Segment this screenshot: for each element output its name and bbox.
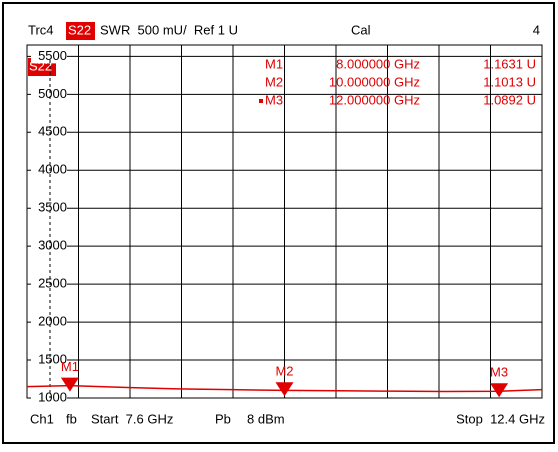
marker-row-name: M2 bbox=[265, 74, 283, 89]
marker-row-name: M3 bbox=[265, 92, 283, 107]
marker-name: M2 bbox=[275, 364, 293, 379]
marker bbox=[60, 377, 79, 392]
param: S22 bbox=[68, 22, 91, 37]
marker bbox=[275, 382, 294, 397]
y-tick-label: 4000 bbox=[38, 162, 67, 177]
marker-row-x: 8.000000 GHz bbox=[336, 56, 420, 71]
channel: Ch1 bbox=[30, 411, 54, 426]
y-tick-label: 4500 bbox=[38, 124, 67, 139]
pb: Pb bbox=[215, 411, 231, 426]
y-tick-label: 2000 bbox=[38, 314, 67, 329]
y-tick-label: 1000 bbox=[38, 389, 67, 404]
tick-label-bg bbox=[31, 391, 67, 405]
marker-name: M1 bbox=[61, 359, 79, 374]
fb: fb bbox=[66, 411, 77, 426]
y-tick-label: 5500 bbox=[38, 48, 67, 63]
tick-label-bg bbox=[31, 125, 67, 140]
tick-label-bg bbox=[31, 49, 67, 64]
marker-row-value: 1.0892 U bbox=[483, 92, 536, 107]
marker-row-x: 10.000000 GHz bbox=[329, 74, 420, 89]
tick-label-bg bbox=[31, 201, 67, 216]
tick-label-bg bbox=[31, 277, 67, 292]
tick-label-bg bbox=[31, 163, 67, 178]
trace-number: 4 bbox=[533, 22, 540, 37]
marker-row-x: 12.000000 GHz bbox=[329, 92, 420, 107]
marker-name: M3 bbox=[490, 365, 508, 380]
param-box bbox=[66, 22, 95, 40]
tick-label-bg bbox=[31, 239, 67, 254]
marker-row-name: M1 bbox=[265, 56, 283, 71]
tick-label-bg bbox=[31, 87, 67, 102]
tick-label-bg bbox=[31, 353, 67, 368]
y-tick-label: 3000 bbox=[38, 238, 67, 253]
y-tick-label: 3500 bbox=[38, 200, 67, 215]
frame bbox=[2, 2, 555, 444]
marker bbox=[490, 383, 509, 398]
marker-row-value: 1.1013 U bbox=[483, 74, 536, 89]
y-tick-label: 2500 bbox=[38, 276, 67, 291]
start: Start 7.6 GHz bbox=[91, 411, 173, 426]
format: SWR 500 mU/ Ref 1 U bbox=[100, 22, 238, 37]
y-tick-label: 5000 bbox=[38, 86, 67, 101]
trace-name: Trc4 bbox=[28, 22, 54, 37]
tick-label-bg bbox=[31, 315, 67, 330]
active-bullet bbox=[259, 99, 263, 103]
power: 8 dBm bbox=[247, 411, 285, 426]
stop: Stop 12.4 GHz bbox=[456, 411, 545, 426]
cal: Cal bbox=[351, 22, 371, 37]
y-tick-label: 1500 bbox=[38, 351, 67, 366]
marker-row-value: 1.1631 U bbox=[483, 56, 536, 71]
